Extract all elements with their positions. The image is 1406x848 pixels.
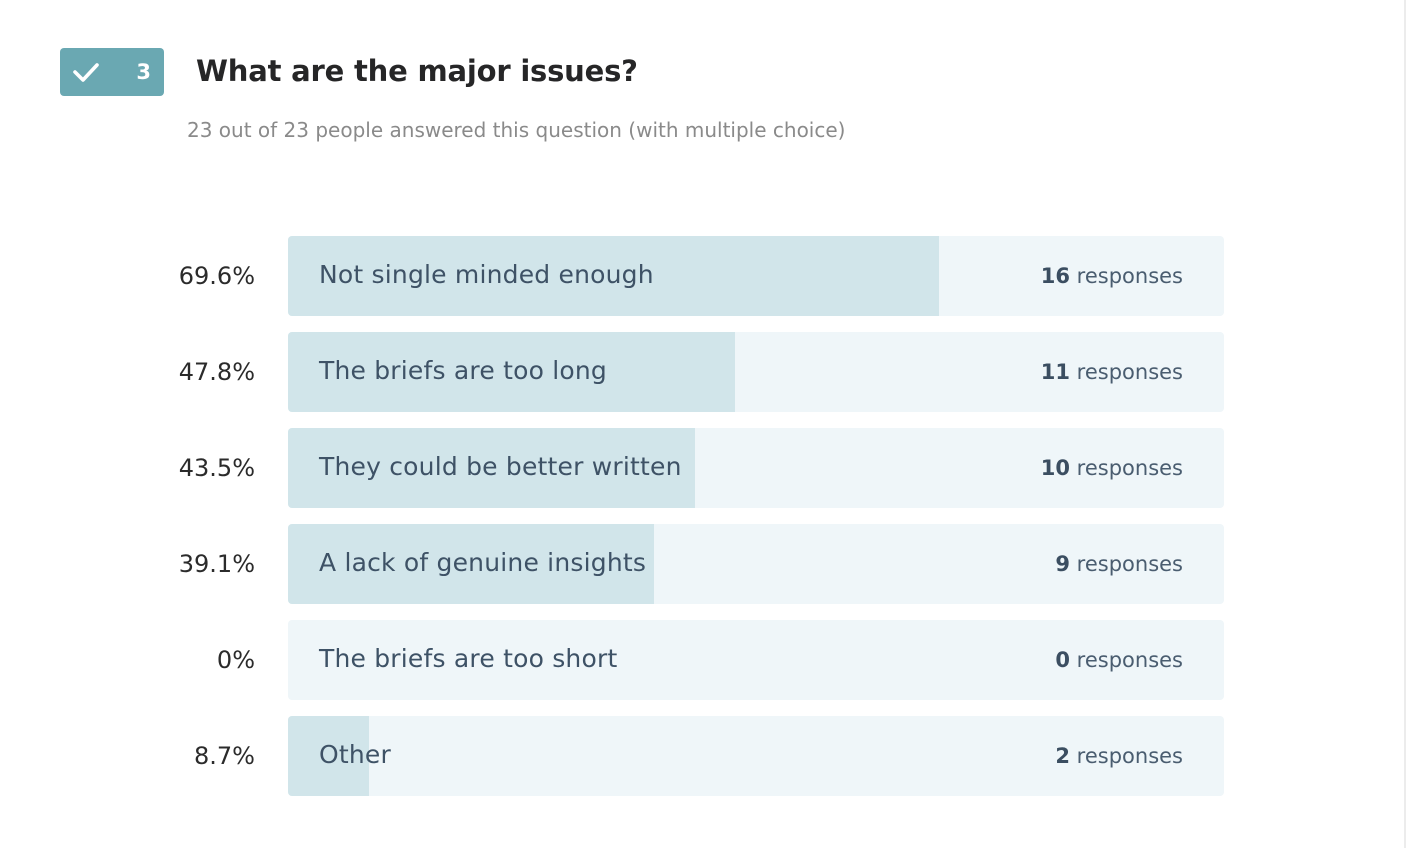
result-row: 0% The briefs are too short 0 responses [0, 620, 1406, 700]
response-count-unit: responses [1070, 648, 1183, 672]
response-count-unit: responses [1070, 744, 1183, 768]
response-count: 16 responses [1041, 236, 1183, 316]
percent-label: 43.5% [178, 454, 255, 482]
bar-fill [288, 524, 654, 604]
bar-fill [288, 716, 369, 796]
response-count-number: 16 [1040, 264, 1070, 288]
option-label: Other [319, 740, 391, 769]
response-count-unit: responses [1070, 360, 1183, 384]
bar-track: Other 2 responses [288, 716, 1224, 796]
option-label: Not single minded enough [319, 260, 654, 289]
check-icon [73, 63, 99, 82]
percent-label: 69.6% [178, 262, 255, 290]
response-count: 10 responses [1041, 428, 1183, 508]
option-label: A lack of genuine insights [319, 548, 647, 577]
question-subtitle: 23 out of 23 people answered this questi… [187, 118, 846, 142]
result-row: 43.5% They could be better written 10 resp… [0, 428, 1406, 508]
question-number-badge: 3 [60, 48, 164, 96]
bar-fill [288, 236, 939, 316]
response-count-number: 9 [1055, 552, 1070, 576]
percent-label: 39.1% [178, 550, 255, 578]
response-count-unit: responses [1070, 264, 1183, 288]
response-count: 9 responses [1055, 524, 1183, 604]
percent-label: 8.7% [194, 742, 255, 770]
response-count: 11 responses [1041, 332, 1183, 412]
result-row: 47.8% The briefs are too long 11 responses [0, 332, 1406, 412]
result-row: 8.7% Other 2 responses [0, 716, 1406, 796]
bar-track: The briefs are too long 11 responses [288, 332, 1224, 412]
response-count-unit: responses [1070, 552, 1183, 576]
result-row: 69.6% Not single minded enough 16 response… [0, 236, 1406, 316]
option-label: The briefs are too short [319, 644, 618, 673]
percent-label: 0% [216, 646, 255, 674]
bar-fill [288, 428, 695, 508]
result-row: 39.1% A lack of genuine insights 9 respons… [0, 524, 1406, 604]
percent-label: 47.8% [178, 358, 255, 386]
bar-track: A lack of genuine insights 9 responses [288, 524, 1224, 604]
question-number: 3 [136, 60, 151, 84]
response-count: 2 responses [1055, 716, 1183, 796]
option-label: They could be better written [319, 452, 682, 481]
response-count-number: 10 [1040, 456, 1070, 480]
response-count-unit: responses [1070, 456, 1183, 480]
response-count: 0 responses [1055, 620, 1183, 700]
question-title: What are the major issues? [196, 54, 638, 88]
response-count-number: 2 [1055, 744, 1070, 768]
response-count-number: 11 [1040, 360, 1070, 384]
option-label: The briefs are too long [319, 356, 607, 385]
bar-track: They could be better written 10 responses [288, 428, 1224, 508]
bar-track: Not single minded enough 16 responses [288, 236, 1224, 316]
response-count-number: 0 [1055, 648, 1070, 672]
bar-fill [288, 332, 735, 412]
results-chart: 69.6% Not single minded enough 16 response… [0, 236, 1406, 812]
bar-track: The briefs are too short 0 responses [288, 620, 1224, 700]
page-right-edge [1404, 0, 1406, 848]
